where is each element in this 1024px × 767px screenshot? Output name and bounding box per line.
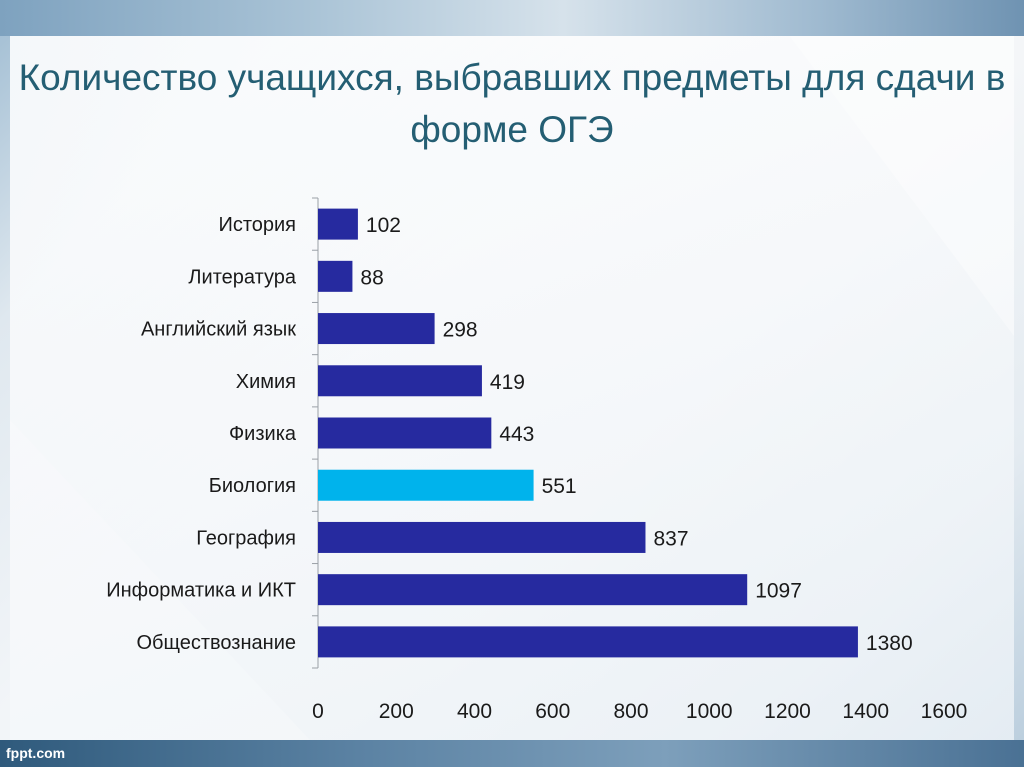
x-tick-label: 0 (312, 700, 324, 723)
x-tick-label: 600 (535, 700, 570, 723)
bar (318, 521, 646, 553)
data-label: 419 (490, 371, 525, 394)
data-label: 837 (653, 527, 688, 550)
bar (318, 574, 748, 606)
watermark-text: fppt.com (6, 745, 66, 761)
x-tick-label: 200 (379, 700, 414, 723)
category-label: Физика (229, 423, 297, 445)
data-label: 298 (443, 319, 478, 342)
bar (318, 417, 492, 449)
x-tick-label: 400 (457, 700, 492, 723)
bar (318, 260, 353, 292)
x-tick-label: 1600 (921, 700, 968, 723)
category-label: География (196, 527, 296, 549)
bar (318, 208, 358, 240)
category-label: Английский язык (141, 319, 296, 341)
bottom-decor-strip (0, 740, 1024, 767)
category-label: Химия (236, 371, 296, 393)
content-panel (10, 36, 1014, 740)
category-label: Литература (188, 266, 296, 288)
category-label: История (218, 214, 296, 236)
x-tick-label: 1000 (686, 700, 733, 723)
x-tick-label: 1400 (842, 700, 889, 723)
data-label: 102 (366, 214, 401, 237)
category-label: Обществознание (136, 632, 296, 654)
data-label: 1380 (866, 632, 913, 655)
data-label: 551 (542, 475, 577, 498)
data-label: 1097 (755, 580, 802, 603)
category-label: Информатика и ИКТ (106, 580, 296, 602)
bar (318, 313, 435, 345)
bar-highlighted (318, 469, 534, 501)
data-label: 443 (499, 423, 534, 446)
x-tick-label: 1200 (764, 700, 811, 723)
bar (318, 365, 482, 397)
slide-title: Количество учащихся, выбравших предметы … (18, 57, 1006, 150)
category-label: Биология (209, 475, 296, 497)
x-tick-label: 800 (613, 700, 648, 723)
data-label: 88 (360, 266, 383, 289)
bar (318, 626, 858, 658)
top-decor-strip (0, 0, 1024, 36)
